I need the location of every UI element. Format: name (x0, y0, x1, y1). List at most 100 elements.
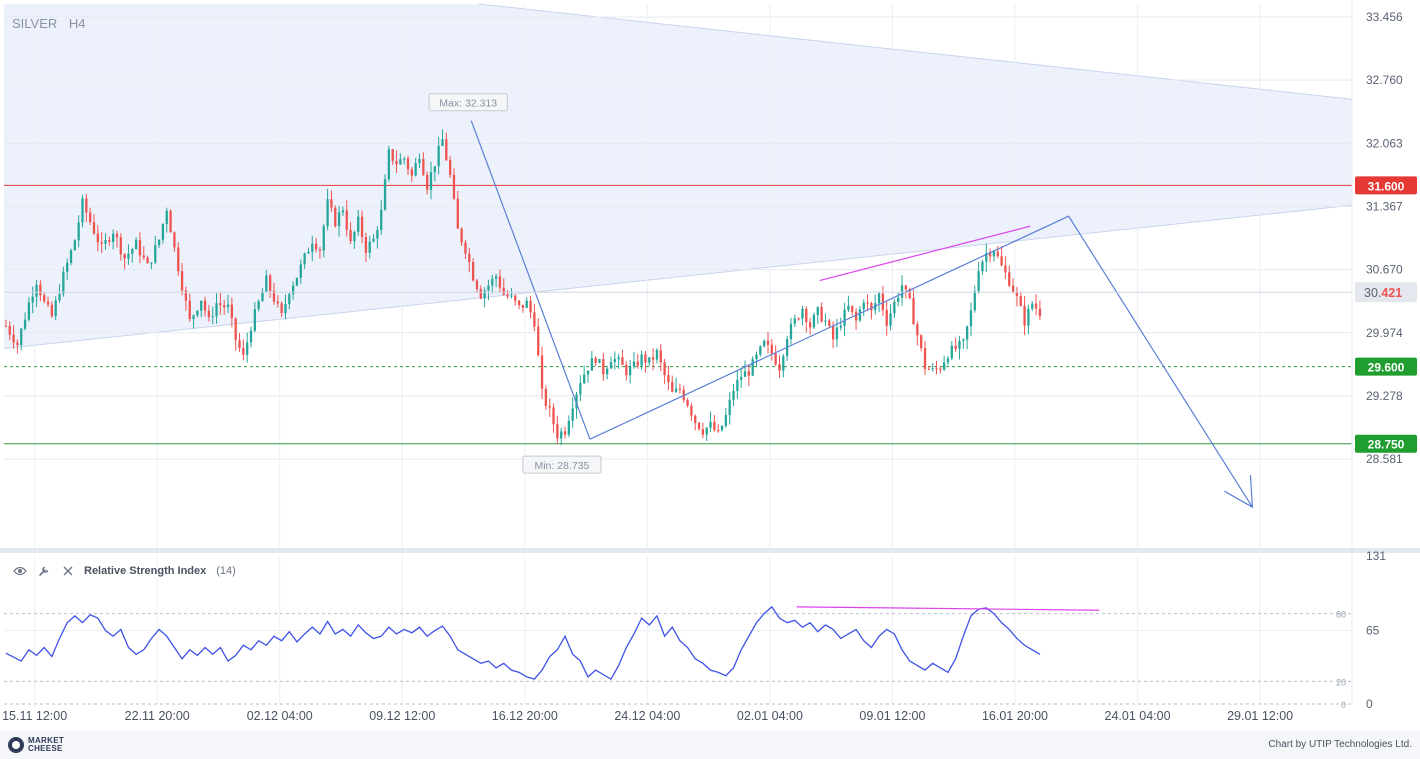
candle-body (912, 298, 915, 325)
candle-body (330, 199, 333, 208)
candle-body (280, 303, 283, 314)
candle-body (831, 325, 835, 340)
candle-body (39, 284, 42, 296)
candle-body (697, 422, 701, 430)
candle-body (219, 303, 222, 306)
candle-body (429, 172, 433, 190)
candle-body (418, 159, 421, 164)
candle-body (969, 310, 973, 327)
candle-body (383, 179, 387, 210)
candle-body (958, 340, 961, 349)
candle-body (108, 240, 111, 242)
candle-body (636, 361, 639, 366)
candle-body (1004, 265, 1007, 273)
candle-body (184, 290, 188, 301)
candle-body (345, 210, 348, 230)
candle-body (529, 300, 532, 313)
candle-body (763, 340, 766, 347)
eye-icon[interactable] (10, 562, 30, 580)
candle-body (590, 358, 593, 371)
candle-body (452, 174, 456, 199)
candle-body (881, 293, 885, 310)
candle-body (847, 305, 850, 310)
candle-body (651, 357, 655, 360)
candle-body (395, 160, 398, 165)
candle-body (858, 309, 862, 321)
candle-body (414, 163, 417, 176)
candle-body (602, 358, 605, 375)
time-tick-label: 02.01 04:00 (737, 709, 803, 723)
candle-body (655, 350, 659, 360)
candle-body (4, 325, 8, 327)
candle-body (808, 322, 812, 328)
candle-body (295, 277, 299, 286)
candle-body (981, 261, 984, 272)
candle-body (1031, 303, 1034, 309)
candle-body (471, 262, 475, 281)
candle-body (682, 389, 685, 400)
candle-body (131, 249, 134, 254)
candle-body (992, 251, 996, 257)
candle-body (326, 199, 329, 227)
time-tick-label: 15.11 12:00 (2, 709, 67, 723)
candle-body (146, 257, 149, 264)
rsi-panel (0, 553, 1420, 731)
candle-body (935, 368, 938, 370)
candle-body (556, 424, 559, 439)
rsi-level-label: 80 (1336, 610, 1346, 620)
candle-body (866, 302, 869, 304)
candle-body (391, 149, 394, 161)
candle-body (621, 357, 624, 365)
candle-body (606, 368, 609, 375)
candle-body (291, 285, 295, 295)
time-tick-label: 16.12 20:00 (492, 709, 558, 723)
candle-body (851, 305, 854, 312)
candle-body (782, 356, 785, 371)
rsi-tick-label: 0 (1366, 697, 1373, 711)
candle-body (494, 276, 498, 279)
candle-body (720, 425, 724, 431)
candle-body (759, 346, 762, 355)
rsi-level-label: 20 (1336, 677, 1346, 687)
candle-body (820, 307, 823, 322)
candle-body (311, 243, 314, 252)
candle-body (368, 241, 371, 253)
price-divergence-line (819, 225, 1031, 282)
candle-body (173, 232, 176, 248)
candle-body (943, 362, 946, 370)
candles (4, 129, 1042, 446)
candle-body (479, 288, 482, 299)
candle-body (16, 342, 19, 345)
candle-body (717, 430, 720, 432)
candle-body (169, 210, 172, 233)
candle-body (334, 207, 337, 227)
candle-body (200, 300, 203, 311)
rsi-divergence-line (796, 606, 1100, 611)
candle-body (1034, 303, 1038, 309)
rsi-level-label: 0 (1341, 700, 1346, 710)
candle-body (8, 325, 11, 335)
candle-body (671, 382, 674, 392)
candle-body (31, 296, 34, 303)
time-tick-label: 09.01 12:00 (859, 709, 925, 723)
candle-body (288, 294, 291, 305)
candle-body (276, 301, 279, 304)
candle-body (284, 304, 287, 314)
brand-logo[interactable]: MARKET CHEESE (8, 737, 64, 753)
candle-body (900, 285, 904, 298)
close-icon[interactable] (58, 562, 78, 580)
candle-body (154, 245, 157, 263)
price-tick-label: 33.456 (1366, 10, 1403, 24)
candle-body (988, 253, 992, 257)
price-tick-label: 30.670 (1366, 263, 1403, 277)
candle-body (713, 421, 716, 431)
candle-body (269, 275, 272, 291)
wrench-icon[interactable] (34, 562, 54, 580)
candle-body (161, 223, 165, 240)
candle-body (648, 357, 651, 363)
candle-body (35, 284, 38, 297)
candle-body (253, 309, 256, 331)
candle-body (399, 159, 402, 165)
candle-body (92, 222, 96, 234)
